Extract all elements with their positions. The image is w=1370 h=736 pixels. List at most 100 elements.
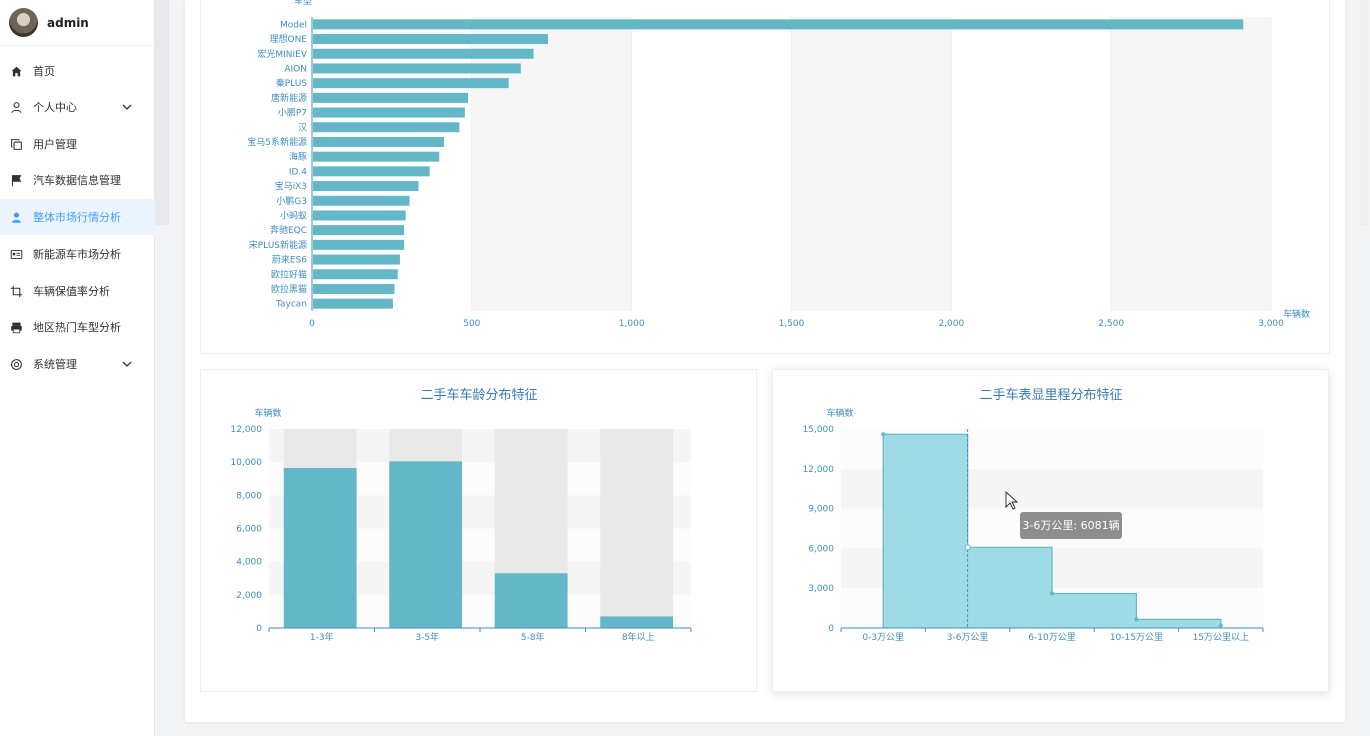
sidebar-item-label: 车辆保值率分析 <box>33 285 110 298</box>
x-tick-label: 3-5年 <box>415 631 439 643</box>
bar <box>313 63 521 74</box>
sidebar-item-label: 用户管理 <box>33 138 77 151</box>
x-tick-label: 1,500 <box>779 319 805 329</box>
main-panel: 车型 车辆数 Model 理想ONE 宏光MINIEV AION 秦PLUS 唐新能源 小鹏… <box>185 0 1345 722</box>
y-tick-label: 8,000 <box>236 491 262 501</box>
user-panel: admin <box>0 0 154 46</box>
chevron-down-icon <box>122 104 132 110</box>
y-tick-label: 6,000 <box>808 544 834 554</box>
sidebar-item-value-retention[interactable]: 车辆保值率分析 <box>0 273 155 309</box>
username-label: admin <box>47 15 89 30</box>
sidebar-item-user-management[interactable]: 用户管理 <box>0 126 155 162</box>
sidebar-item-system-management[interactable]: 系统管理 <box>0 346 155 382</box>
id-card-icon <box>10 249 23 259</box>
sidebar-item-label: 新能源车市场分析 <box>33 248 121 261</box>
sidebar-item-market-analysis[interactable]: 整体市场行情分析 <box>0 199 155 235</box>
y-tick-label: 12,000 <box>231 425 263 435</box>
page-scrollbar[interactable] <box>1360 0 1368 225</box>
sidebar-scrollbar[interactable] <box>155 0 169 225</box>
chart-tooltip: 3-6万公里: 6081辆 <box>1020 512 1122 539</box>
category-label: Model <box>280 20 307 30</box>
user-icon <box>11 101 22 113</box>
sidebar-item-label: 地区热门车型分析 <box>33 321 121 334</box>
bar <box>313 34 548 45</box>
tooltip-text: 3-6万公里: 6081辆 <box>1022 518 1119 532</box>
flag-icon <box>11 174 22 186</box>
y-tick-label: 2,000 <box>236 591 262 601</box>
x-tick-label: 1,000 <box>619 319 645 329</box>
bar <box>313 166 430 177</box>
y-tick-label: 0 <box>256 624 262 634</box>
bar <box>389 461 463 628</box>
bar <box>313 254 400 265</box>
bar <box>313 19 1244 30</box>
sidebar-item-label: 首页 <box>33 65 55 78</box>
y-tick-label: 6,000 <box>236 525 262 535</box>
bar <box>313 107 465 118</box>
data-point <box>964 544 971 551</box>
grid-band <box>471 17 632 311</box>
x-tick-label: 3-6万公里 <box>947 632 989 643</box>
y-tick-label: 10,000 <box>231 458 263 468</box>
category-label: 欧拉好猫 <box>271 268 307 280</box>
bar <box>313 298 393 309</box>
crop-icon <box>10 285 23 297</box>
x-tick-label: 5-8年 <box>521 631 545 643</box>
y-tick-label: 15,000 <box>803 425 835 435</box>
sidebar-item-home[interactable]: 首页 <box>0 53 155 89</box>
bar <box>313 225 405 236</box>
category-label: 宏光MINIEV <box>257 48 307 60</box>
bar <box>494 573 568 628</box>
category-label: 汉 <box>298 122 307 133</box>
category-label: 唐新能源 <box>271 92 307 104</box>
category-label: 海豚 <box>289 151 307 163</box>
chart-title: 二手车表显里程分布特征 <box>979 387 1122 403</box>
data-point <box>1049 591 1055 596</box>
category-label: 蔚来ES6 <box>272 254 307 266</box>
sidebar-item-regional-models[interactable]: 地区热门车型分析 <box>0 309 155 345</box>
bar <box>600 616 674 628</box>
chevron-down-icon <box>122 361 132 367</box>
x-tick-label: 15万公里以上 <box>1193 632 1249 643</box>
sidebar-item-ev-market[interactable]: 新能源车市场分析 <box>0 236 155 272</box>
tooltip-box <box>1020 512 1122 539</box>
sidebar-item-label: 系统管理 <box>33 358 77 371</box>
category-label: 宝马iX3 <box>275 180 307 192</box>
top-models-card: 车型 车辆数 Model 理想ONE 宏光MINIEV AION 秦PLUS 唐新能源 小鹏… <box>200 0 1330 354</box>
category-label: 小鹏P7 <box>278 107 307 119</box>
sidebar-item-label: 整体市场行情分析 <box>33 211 121 224</box>
data-point <box>1218 623 1223 628</box>
bar-background <box>600 429 674 628</box>
sidebar-item-car-data[interactable]: 汽车数据信息管理 <box>0 162 155 198</box>
bar <box>313 195 410 206</box>
copy-icon <box>11 138 22 150</box>
sidebar-item-personal-center[interactable]: 个人中心 <box>0 89 155 125</box>
category-label: 宋PLUS新能源 <box>249 239 307 251</box>
sidebar: admin 首页 个人中心 用户管理 汽车数据信息管理 整体市场行情分析 新能源… <box>0 0 155 736</box>
data-point <box>1134 617 1139 622</box>
mileage-card: 二手车表显里程分布特征 车辆数 0-3万公里 3-6万公里 6-10万公里 10-15… <box>772 369 1329 692</box>
x-tick-label: 1-3年 <box>310 631 334 643</box>
avatar[interactable] <box>9 8 38 37</box>
bar <box>313 48 534 59</box>
bar <box>313 78 509 89</box>
x-tick-label: 10-15万公里 <box>1110 632 1163 643</box>
y-tick-label: 0 <box>828 624 834 634</box>
category-label: AION <box>284 64 307 74</box>
support-icon <box>11 358 22 370</box>
bar <box>313 122 460 133</box>
x-tick-label: 2,500 <box>1098 319 1124 329</box>
y-tick-label: 12,000 <box>803 465 835 475</box>
x-tick-label: 8年以上 <box>622 631 655 643</box>
category-label: 小蚂蚁 <box>280 209 307 221</box>
y-tick-label: 3,000 <box>808 584 834 594</box>
sidebar-item-label: 汽车数据信息管理 <box>33 174 121 187</box>
bar <box>313 239 405 250</box>
bar <box>313 181 419 192</box>
car-age-card: 二手车车龄分布特征 车辆数 1-3年 3-5年 5-8年 8年以上 0 2,000 4,00… <box>200 369 757 692</box>
bar <box>313 269 398 280</box>
printer-icon <box>11 322 22 333</box>
y-tick-label: 9,000 <box>808 505 834 515</box>
home-icon <box>11 66 22 76</box>
category-label: 秦PLUS <box>276 77 308 89</box>
